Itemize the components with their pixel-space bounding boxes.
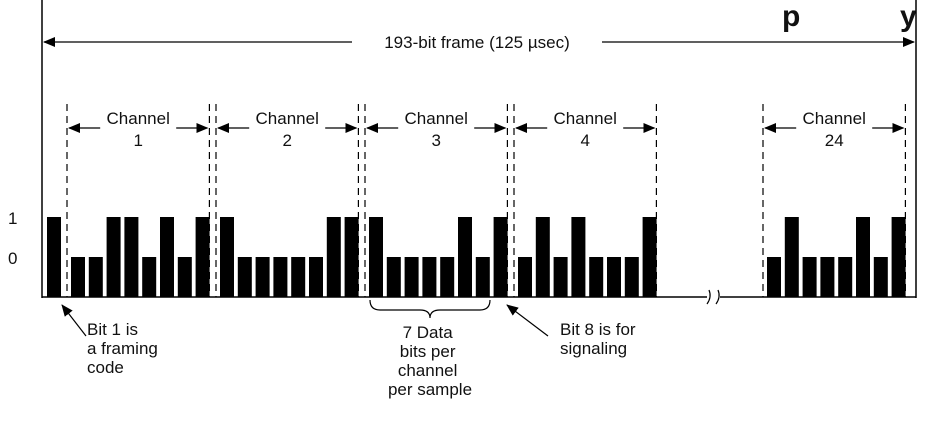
frame-label: 193-bit frame (125 µsec) <box>384 33 570 52</box>
channel-24: Channel 24 <box>762 104 907 297</box>
bit-pulse <box>607 257 621 297</box>
bit-pulse <box>291 257 306 297</box>
bit-pulse <box>88 257 103 297</box>
bit-pulse <box>856 217 870 297</box>
channel-number: 4 <box>580 131 589 150</box>
level-high-label: 1 <box>8 209 17 228</box>
bit-pulse <box>624 257 639 297</box>
channel-label: Channel <box>256 109 319 128</box>
framing-bit-pulse <box>47 217 61 297</box>
bit-pulse <box>160 217 174 297</box>
channel-4: Channel 4 <box>513 104 658 297</box>
channel-label-bg <box>796 118 873 137</box>
title-fragment: p <box>782 0 800 33</box>
bit-pulse <box>386 257 401 297</box>
bit-pulse <box>273 257 288 297</box>
channel-number: 3 <box>431 131 440 150</box>
bit-pulse <box>326 217 341 297</box>
channel-label-bg <box>547 118 624 137</box>
data-bits-line-1: 7 Data <box>403 323 454 342</box>
bit-pulse <box>802 257 817 297</box>
channel-number: 24 <box>825 131 844 150</box>
level-low-label: 0 <box>8 249 17 268</box>
data-bits-line-3: channel <box>398 361 458 380</box>
bit-pulse <box>309 257 323 297</box>
break-mark <box>706 289 720 305</box>
bit-pulse <box>237 257 252 297</box>
bit-pulse <box>344 217 359 297</box>
bit-pulse <box>589 257 604 297</box>
channel-label-bg <box>398 118 475 137</box>
bit-pulse <box>106 217 121 297</box>
channel-label: Channel <box>107 109 170 128</box>
channel-label: Channel <box>405 109 468 128</box>
channels-layer: Channel 1 Channel 2 Channel 3 Channel 4 Channel 2… <box>66 104 907 297</box>
bit-pulse <box>195 217 210 297</box>
channel-label-bg <box>100 118 177 137</box>
bit-pulse <box>422 257 437 297</box>
channel-number: 2 <box>282 131 291 150</box>
bit-pulse <box>642 217 657 297</box>
channel-label: Channel <box>554 109 617 128</box>
bit-pulse <box>535 217 550 297</box>
channel-label-bg <box>249 118 326 137</box>
data-bits-annotation: 7 Data bits per channel per sample <box>388 323 472 399</box>
signaling-annotation: Bit 8 is for signaling <box>560 320 640 358</box>
framing-line-1: Bit 1 is <box>87 320 138 339</box>
bit-pulse <box>873 257 888 297</box>
bit-pulse <box>404 257 419 297</box>
bit-pulse <box>440 257 455 297</box>
bit-pulse <box>553 257 568 297</box>
bit-pulse <box>784 217 799 297</box>
signaling-pointer-arrow <box>506 304 549 337</box>
bit-pulse <box>493 217 508 297</box>
channel-label: Channel <box>803 109 866 128</box>
channel-number: 1 <box>133 131 142 150</box>
bit-pulse <box>571 217 586 297</box>
signaling-line-2: signaling <box>560 339 627 358</box>
bit-pulse <box>220 217 234 297</box>
bit-pulse <box>369 217 383 297</box>
framing-pointer-arrow <box>61 304 87 337</box>
channel-1: Channel 1 <box>66 104 210 297</box>
bit-pulse <box>177 257 192 297</box>
channel-2: Channel 2 <box>215 104 359 297</box>
bit-pulse <box>820 257 835 297</box>
data-bits-brace <box>369 299 491 319</box>
bit-pulse <box>71 257 85 297</box>
bit-pulse <box>142 257 157 297</box>
bit-pulse <box>475 257 490 297</box>
framing-line-2: a framing <box>87 339 158 358</box>
bit-pulse <box>767 257 781 297</box>
bit-pulse <box>518 257 532 297</box>
bit-pulse <box>124 217 139 297</box>
framing-line-3: code <box>87 358 124 377</box>
bit-pulse <box>891 217 906 297</box>
framing-annotation: Bit 1 is a framing code <box>87 320 163 377</box>
signaling-line-1: Bit 8 is for <box>560 320 636 339</box>
channel-3: Channel 3 <box>364 104 508 297</box>
data-bits-line-4: per sample <box>388 380 472 399</box>
bit-pulse <box>458 217 472 297</box>
bit-pulse <box>838 257 853 297</box>
title-fragment-right: y <box>900 0 917 33</box>
bit-pulse <box>255 257 270 297</box>
data-bits-line-2: bits per <box>400 342 456 361</box>
